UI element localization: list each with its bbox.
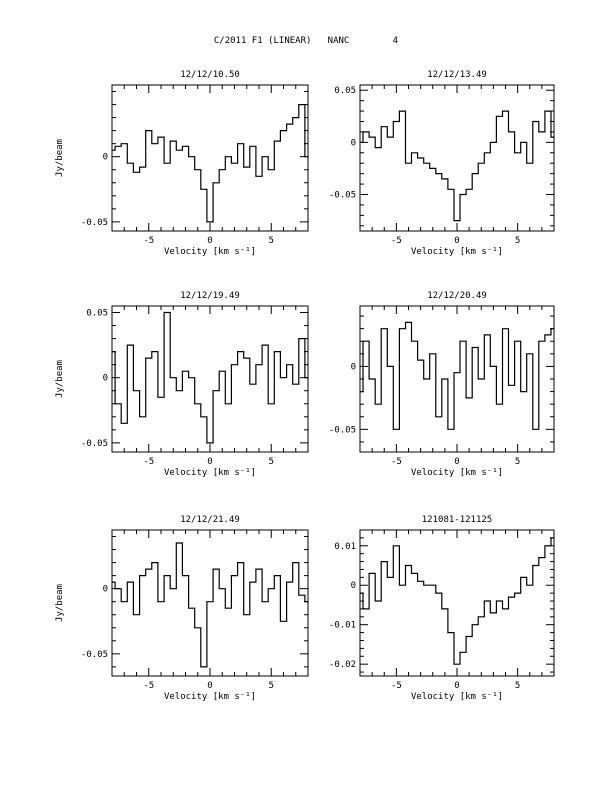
x-tick-label: 0 (454, 681, 459, 691)
plot-frame-4 (359, 305, 555, 453)
x-tick-label: -5 (391, 236, 402, 246)
spectrum-line-2 (360, 110, 554, 222)
y-tick-label: 0.05 (86, 309, 108, 319)
page-title: C/2011 F1 (LINEAR) NANC 4 (213, 36, 399, 46)
plot-frame-5 (111, 529, 309, 677)
panel-title-4: 12/12/20.49 (427, 291, 487, 301)
y-tick-label: -0.05 (81, 218, 108, 228)
x-tick-label: 0 (207, 236, 212, 246)
x-axis-label-5: Velocity [km s⁻¹] (164, 692, 256, 702)
x-axis-label-4: Velocity [km s⁻¹] (411, 468, 503, 478)
plot-frame-1 (111, 84, 309, 232)
y-tick-label: 0 (351, 581, 356, 591)
y-axis-label-1: Jy/beam (55, 139, 65, 177)
x-axis-label-1: Velocity [km s⁻¹] (164, 247, 256, 257)
spectrum-line-1 (112, 104, 308, 223)
plot-frame-3 (111, 305, 309, 453)
y-tick-label: 0 (103, 585, 108, 595)
y-tick-label: -0.01 (329, 621, 356, 631)
spectrum-line-4 (360, 321, 554, 430)
x-tick-label: 5 (515, 681, 520, 691)
y-tick-label: -0.05 (329, 191, 356, 201)
x-tick-label: 0 (454, 457, 459, 467)
x-tick-label: 5 (515, 457, 520, 467)
x-tick-label: -5 (391, 681, 402, 691)
x-tick-label: -5 (143, 457, 154, 467)
y-tick-label: 0 (351, 138, 356, 148)
y-tick-label: -0.02 (329, 660, 356, 670)
x-tick-label: -5 (391, 457, 402, 467)
x-tick-label: 0 (207, 457, 212, 467)
y-tick-label: -0.05 (81, 650, 108, 660)
x-axis-label-3: Velocity [km s⁻¹] (164, 468, 256, 478)
y-tick-label: 0.01 (334, 542, 356, 552)
spectrum-line-5 (112, 542, 308, 668)
x-axis-label-2: Velocity [km s⁻¹] (411, 247, 503, 257)
y-axis-label-3: Jy/beam (55, 360, 65, 398)
panel-title-6: 121081-121125 (422, 515, 492, 525)
plot-frame-6 (359, 529, 555, 677)
x-tick-label: 0 (454, 236, 459, 246)
panel-title-2: 12/12/13.49 (427, 70, 487, 80)
y-tick-label: -0.05 (329, 425, 356, 435)
y-tick-label: -0.05 (81, 439, 108, 449)
panel-title-3: 12/12/19.49 (180, 291, 240, 301)
spectrum-line-3 (112, 311, 308, 444)
plot-frame-2 (359, 84, 555, 232)
x-tick-label: 5 (269, 681, 274, 691)
x-tick-label: 0 (207, 681, 212, 691)
spectrum-line-6 (360, 537, 554, 665)
x-tick-label: 5 (269, 236, 274, 246)
x-tick-label: 5 (269, 457, 274, 467)
y-axis-label-5: Jy/beam (55, 584, 65, 622)
panel-title-1: 12/12/10.50 (180, 70, 240, 80)
x-axis-label-6: Velocity [km s⁻¹] (411, 692, 503, 702)
y-tick-label: 0 (103, 374, 108, 384)
x-tick-label: -5 (143, 681, 154, 691)
x-tick-label: 5 (515, 236, 520, 246)
x-tick-label: -5 (143, 236, 154, 246)
y-tick-label: 0.05 (334, 86, 356, 96)
y-tick-label: 0 (103, 153, 108, 163)
panel-title-5: 12/12/21.49 (180, 515, 240, 525)
y-tick-label: 0 (351, 362, 356, 372)
